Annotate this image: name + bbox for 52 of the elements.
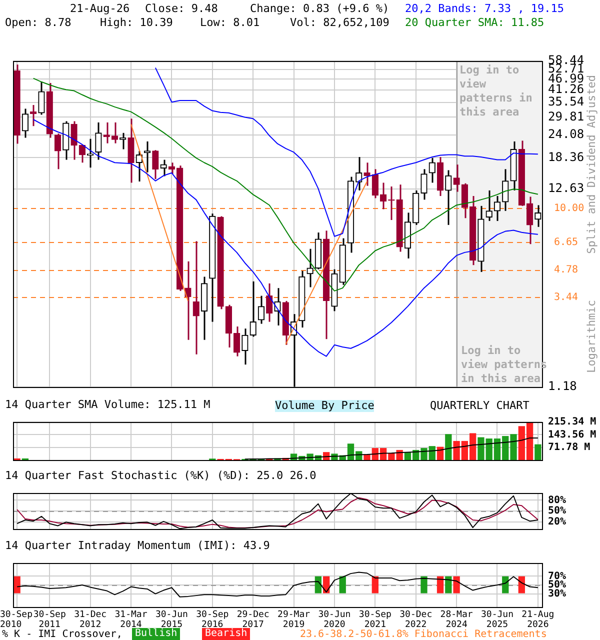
text: Logarithmic: [585, 300, 598, 373]
ref-line-label: 3.44: [554, 292, 578, 304]
ref-line-label: 10.00: [554, 202, 584, 214]
text: High: 10.39: [100, 16, 173, 29]
text: 20 Quarter SMA: 11.85: [405, 16, 544, 29]
text: Low: 8.01: [200, 16, 260, 29]
text: % K - IMI Crossover,: [2, 629, 122, 640]
text: 20,2 Bands: 7.33 , 19.15: [405, 2, 564, 15]
chart-title: 14 Quarter SMA Volume: 125.11 M: [5, 398, 210, 411]
text: 21-Aug-26: [70, 2, 130, 15]
x-tick-label: 30-Sep 2010: [0, 610, 33, 630]
y-tick-label: 80%: [548, 494, 566, 506]
chart-title: 14 Quarter Intraday Momentum (IMI): 43.9: [5, 539, 270, 552]
y-tick-label: 20%: [548, 516, 566, 528]
x-tick-label: 28-Mar 2024: [440, 610, 474, 630]
text: Open: 8.78: [5, 16, 72, 29]
ref-line-label: 6.65: [554, 237, 578, 248]
y-tick-label: 215.34 M: [548, 416, 596, 428]
ref-line-label: 4.78: [554, 264, 578, 276]
y-tick-label: 30%: [548, 588, 566, 600]
x-tick-label: 21-Aug 2026: [522, 610, 554, 630]
x-tick-label: 30-Sep 2016: [196, 610, 229, 630]
x-tick-label: 31-Dec 2012: [74, 610, 107, 630]
x-tick-label: 30-Dec 2022: [400, 610, 432, 630]
chart-title: 14 Quarter Fast Stochastic (%K) (%D): 25.0 26.0: [5, 469, 316, 482]
x-tick-label: 29-Dec 2017: [236, 610, 270, 630]
y-tick-label: 1.18: [548, 378, 577, 393]
y-tick-label: 12.63: [548, 181, 584, 196]
text: QUARTERLY CHART: [430, 399, 530, 412]
text: Vol: 82,652,109: [290, 16, 390, 29]
text: Bullish: [132, 628, 180, 640]
x-tick-label: 30-Jun 2020: [318, 610, 351, 630]
y-tick-label: 24.08: [548, 127, 584, 142]
band-label: Log in to view patterns in this area: [460, 63, 532, 118]
y-axis-title: Split and Dividend Adjusted: [585, 75, 598, 254]
x-tick-label: 30-Sep 2021: [358, 610, 392, 630]
text: Volume By Price: [275, 399, 374, 412]
x-tick-label: 30-Sep 2011: [33, 610, 66, 630]
y-tick-label: 71.78 M: [548, 442, 590, 453]
y-tick-label: 18.36: [548, 150, 584, 164]
x-tick-label: 29-Mar 2019: [278, 610, 311, 630]
text: Bearish: [202, 628, 250, 640]
text: Close: 9.48: [145, 2, 218, 15]
y-tick-label: 143.56 M: [548, 429, 596, 440]
x-tick-label: 31-Mar 2014: [114, 610, 148, 630]
y-tick-label: 50%: [548, 506, 566, 517]
x-tick-label: 30-Jun 2025: [480, 610, 514, 630]
y-tick-label: 29.81: [548, 109, 584, 124]
text: 23.6-38.2-50-61.8% Fibonacci Retracements: [300, 629, 547, 640]
text: Change: 0.83 (+9.6 %): [250, 2, 390, 15]
y-tick-label: 35.54: [548, 94, 584, 109]
y-tick-label: 41.26: [548, 82, 584, 96]
